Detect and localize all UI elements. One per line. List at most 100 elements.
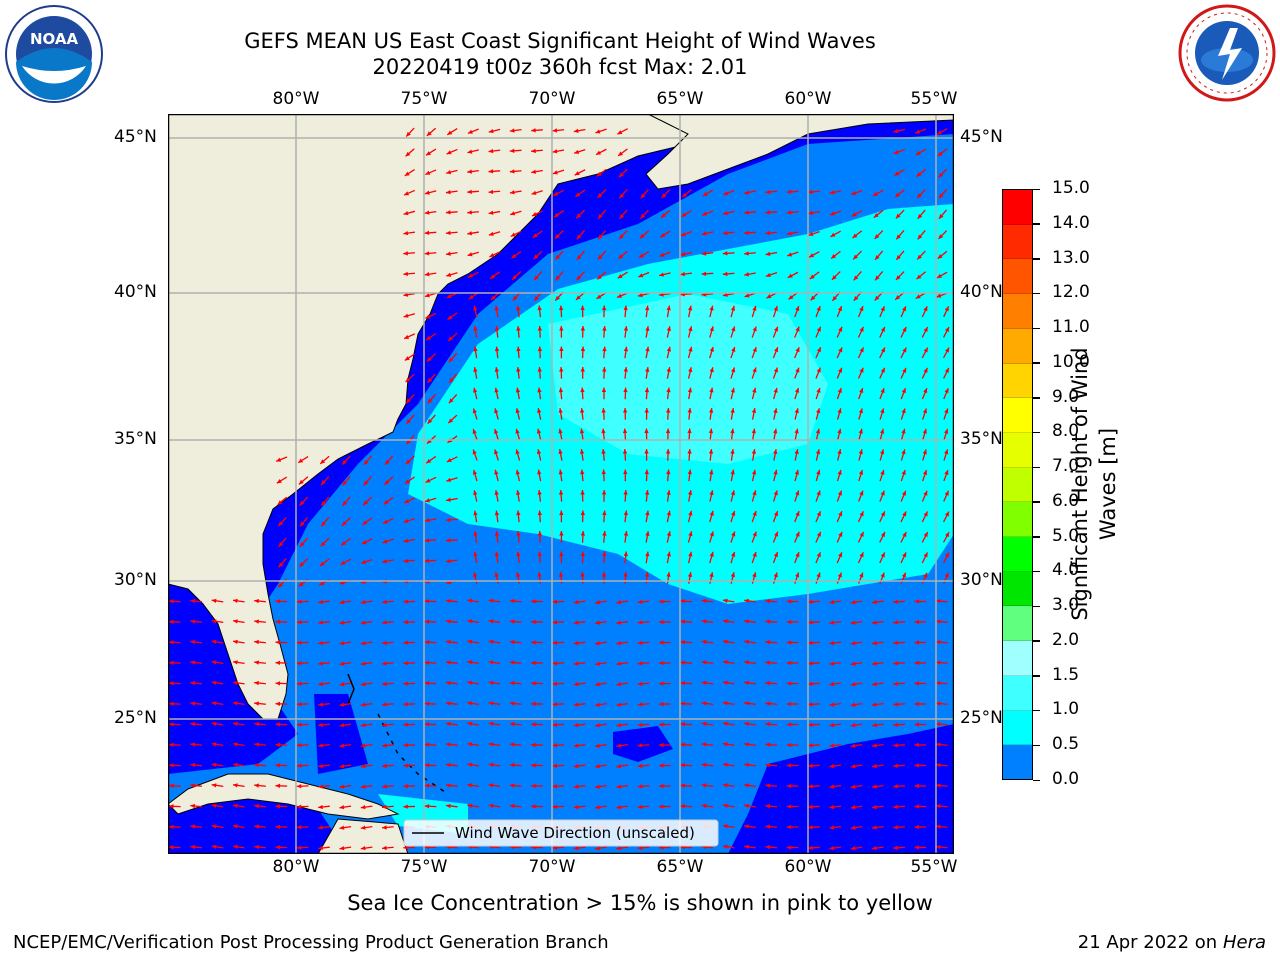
wave-arrow-head (680, 660, 685, 665)
wave-arrow-head (531, 148, 536, 154)
colorbar-tick-mark (1033, 188, 1040, 190)
wave-arrow-head (424, 272, 430, 277)
wave-arrow-head (923, 388, 928, 394)
wave-arrow-head (914, 599, 920, 604)
wave-arrow-head (382, 784, 387, 789)
wave-arrow-head (687, 490, 693, 495)
wave-arrow-head (850, 682, 856, 687)
wave-arrow-head (403, 722, 408, 727)
wave-arrow-head (320, 541, 326, 547)
wave-arrow-head (360, 620, 366, 625)
wave-arrow-head (169, 640, 174, 645)
wave-arrow-head (935, 680, 941, 686)
wave-arrow-head (616, 722, 622, 728)
wave-arrow-head (552, 620, 558, 625)
wave-arrow-head (384, 480, 390, 485)
wave-arrow-head (406, 398, 411, 404)
wave-arrow-head (623, 551, 628, 557)
wave-arrow-head (424, 538, 430, 543)
wave-arrow-head (467, 598, 473, 603)
wave-arrow-head (467, 803, 473, 808)
wave-arrow-head (923, 572, 928, 578)
wave-arrow-head (923, 532, 928, 538)
wave-arrow-head (829, 722, 835, 728)
wave-arrow-head (701, 783, 707, 788)
wave-arrow-head (296, 661, 302, 666)
wave-arrow-head (169, 660, 174, 666)
wave-arrow-head (473, 305, 478, 311)
wave-arrow-head (795, 511, 800, 517)
colorbar-tick-label: 3.0 (1052, 595, 1080, 616)
colorbar-tick-label: 8.0 (1052, 421, 1080, 442)
wave-arrow-head (687, 408, 692, 413)
wave-arrow-head (722, 639, 728, 644)
wave-arrow-head (774, 531, 779, 537)
wave-arrow-head (744, 721, 749, 727)
wave-arrow-head (709, 367, 714, 373)
wave-arrow-head (601, 428, 606, 434)
wave-arrow-head (701, 742, 707, 747)
wave-arrow-head (494, 469, 499, 475)
wave-arrow-head (658, 763, 664, 768)
wave-arrow-head (445, 639, 451, 645)
wave-arrow-head (786, 763, 792, 768)
wave-arrow-head (874, 295, 880, 301)
wave-arrow-head (786, 189, 792, 194)
wave-arrow-head (873, 191, 879, 196)
wave-arrow-head (808, 640, 813, 646)
wave-arrow-head (837, 469, 842, 475)
wave-arrow-head (558, 572, 564, 577)
colorbar-tick-mark (1033, 675, 1040, 677)
wave-arrow-head (573, 743, 579, 748)
wave-arrow-head (445, 742, 451, 747)
wave-arrow-head (275, 660, 281, 666)
graticule (168, 114, 954, 854)
wave-arrow-head (619, 193, 624, 199)
wave-arrow-head (512, 295, 518, 301)
wave-arrow-head (794, 387, 800, 393)
wave-arrow-head (751, 449, 756, 454)
wave-arrow-head (902, 347, 907, 353)
wave-arrow-head (559, 510, 564, 516)
wave-arrow-head (816, 306, 821, 312)
wave-arrow-head (744, 742, 749, 747)
wave-arrow-head (427, 438, 432, 444)
wave-arrow-head (688, 510, 693, 516)
wave-arrow-head (275, 640, 281, 645)
wave-arrow-head (321, 501, 326, 506)
wave-arrow-head (850, 743, 856, 748)
wave-arrow-head (169, 701, 174, 707)
wave-arrow-head (426, 131, 432, 136)
wave-arrow-head (473, 490, 478, 496)
wave-arrow-head (937, 130, 943, 135)
colorbar-cell (1003, 363, 1032, 399)
wave-arrow-head (190, 721, 196, 727)
wave-arrow-head (795, 367, 800, 373)
wave-arrow-head (808, 231, 814, 237)
wave-arrow-head (515, 469, 520, 475)
wave-arrow-head (424, 783, 430, 788)
wave-arrow-head (880, 306, 885, 312)
wave-arrow-head (902, 511, 907, 517)
wave-arrow-head (515, 572, 521, 577)
wave-arrow-head (859, 552, 864, 558)
wave-arrow-head (859, 388, 864, 394)
wave-arrow-head (874, 234, 880, 239)
wave-arrow-head (838, 531, 843, 537)
wave-arrow-head (536, 449, 542, 455)
wave-arrow-head (658, 783, 664, 789)
wave-arrow-head (808, 784, 813, 789)
wave-arrow-head (169, 681, 174, 686)
wave-arrow-head (808, 620, 813, 625)
wave-arrow-head (339, 641, 345, 646)
wave-arrow-head (914, 763, 920, 768)
wave-arrow-head (601, 387, 607, 393)
sea-ice-note: Sea Ice Concentration > 15% is shown in … (347, 891, 933, 915)
wave-arrow-head (232, 844, 238, 850)
wave-arrow-head (595, 661, 600, 666)
wave-arrow-head (773, 387, 778, 393)
wave-arrow-head (531, 763, 536, 768)
wave-arrow-head (341, 521, 347, 526)
wave-arrow-head (687, 305, 693, 311)
wave-arrow-head (853, 275, 859, 281)
